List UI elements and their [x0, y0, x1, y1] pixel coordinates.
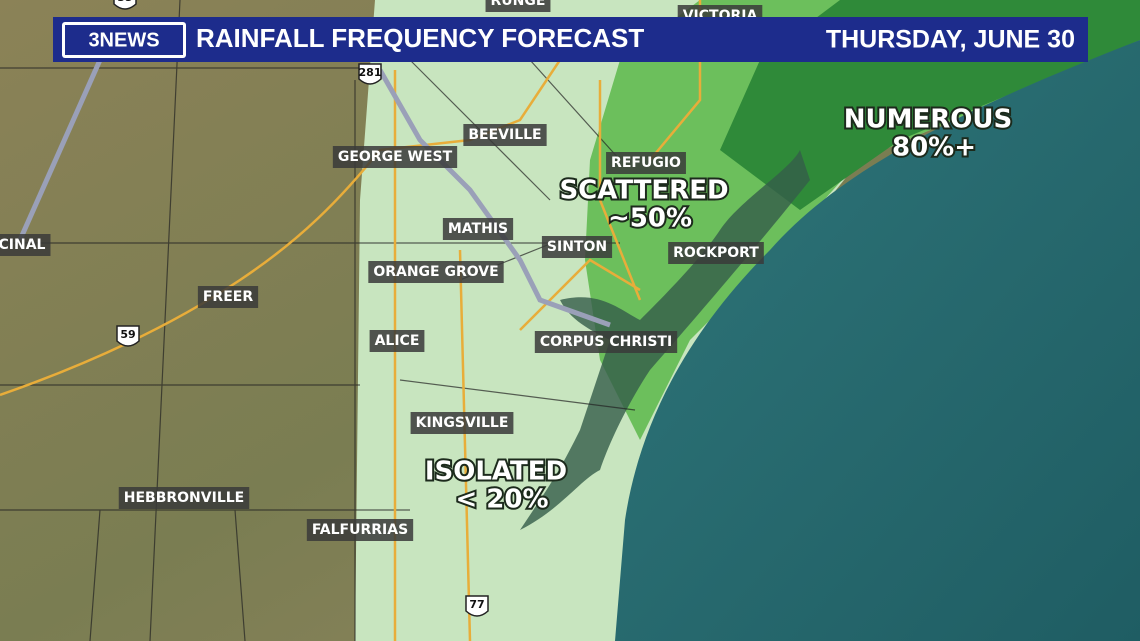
highway-shield — [358, 63, 382, 85]
highway-number: 281 — [359, 66, 382, 79]
scattered-area — [585, 0, 1140, 440]
city-label-box — [369, 330, 425, 352]
city-label: CINAL — [0, 237, 46, 253]
city-label: GEORGE WEST — [338, 149, 453, 165]
highway-number: 77 — [469, 598, 484, 611]
city-label-box — [197, 286, 259, 308]
header-title: RAINFALL FREQUENCY FORECAST — [196, 23, 644, 53]
highway-shield — [465, 595, 489, 617]
highway-shield — [116, 325, 140, 347]
city-label-box — [485, 0, 551, 12]
zone-value: ~50% — [608, 204, 692, 234]
city-label: BEEVILLE — [468, 127, 541, 143]
city-label: KINGSVILLE — [416, 415, 509, 431]
zone-label: ISOLATED — [425, 457, 567, 487]
zone-label: SCATTERED — [559, 176, 728, 206]
highway-number: 59 — [120, 328, 135, 341]
highway-number: 35 — [117, 0, 132, 4]
zone-value: 80%+ — [892, 133, 976, 163]
logo: 3NEWS — [88, 29, 159, 51]
interstate — [17, 58, 103, 242]
city-label-box — [306, 519, 414, 541]
logo-inner — [65, 25, 183, 55]
city-label: MATHIS — [448, 221, 508, 237]
city-label: ORANGE GROVE — [373, 264, 498, 280]
city-label: FALFURRIAS — [312, 522, 408, 538]
city-label-box — [118, 487, 250, 509]
city-label: FREER — [203, 289, 253, 305]
gulf — [615, 40, 1140, 641]
header-bar — [53, 17, 1088, 62]
city-label-box — [463, 124, 547, 146]
city-label-box — [606, 152, 686, 174]
isolated-area — [355, 0, 1140, 641]
city-label: REFUGIO — [611, 155, 681, 171]
city-label-box — [541, 236, 613, 258]
city-label: HEBBRONVILLE — [124, 490, 244, 506]
city-label-box — [534, 331, 678, 353]
highway-shield — [113, 0, 137, 10]
city-label: SINTON — [547, 239, 607, 255]
city-label-box — [368, 261, 504, 283]
zone-label: NUMEROUS — [844, 105, 1012, 135]
city-label-box — [668, 242, 764, 264]
city-label: RUNGE — [491, 0, 546, 9]
city-label-box — [410, 412, 514, 434]
labels: 352815977RUNGEVICTORIAGEORGE WESTBEEVILL… — [0, 0, 1014, 617]
header-date: THURSDAY, JUNE 30 — [826, 26, 1075, 54]
city-label-box — [442, 218, 514, 240]
roads — [0, 0, 702, 641]
city-label: ROCKPORT — [673, 245, 759, 261]
city-label: CORPUS CHRISTI — [540, 334, 672, 350]
zone-value: < 20% — [455, 485, 548, 515]
city-label: ALICE — [375, 333, 420, 349]
city-label-box — [0, 234, 51, 256]
city-label-box — [332, 146, 458, 168]
